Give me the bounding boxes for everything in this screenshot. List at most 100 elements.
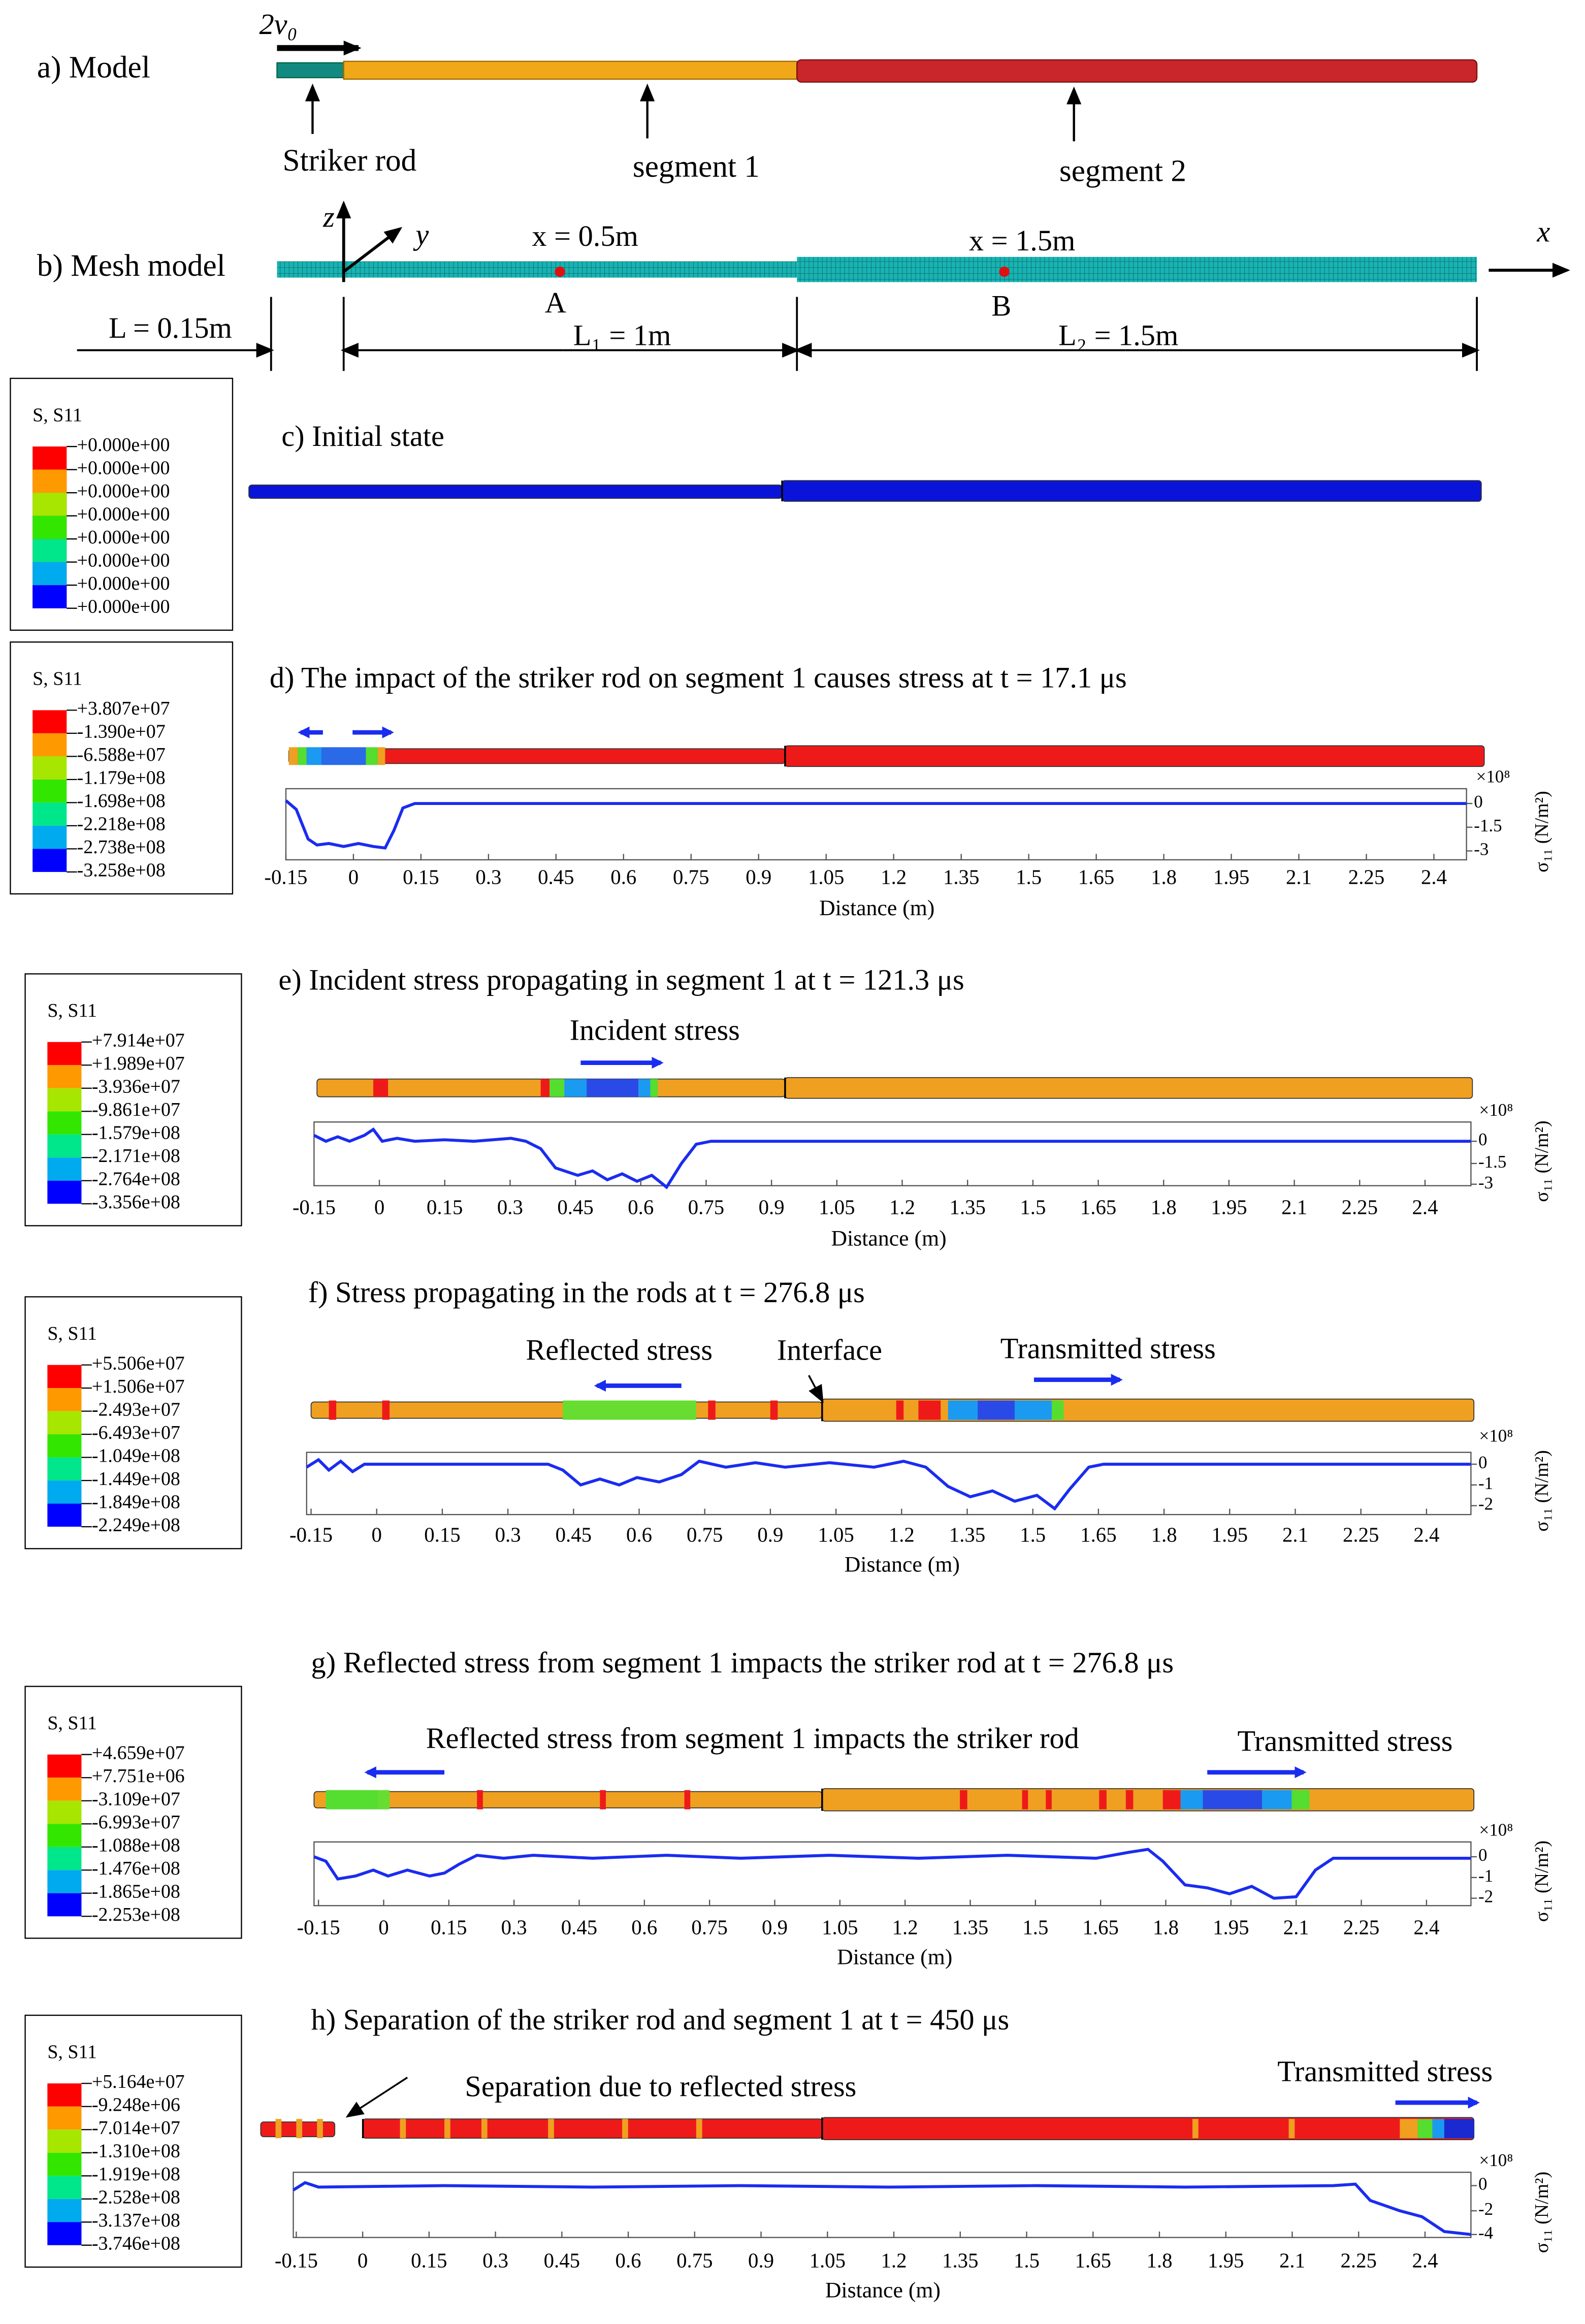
- legend-swatch: [33, 825, 67, 849]
- x-tick-label: -0.15: [297, 1916, 340, 1939]
- x-tick-label: 0.3: [482, 2249, 508, 2272]
- x-tick-label: 0.75: [673, 865, 709, 888]
- panel-title: f) Stress propagating in the rods at t =…: [308, 1276, 865, 1309]
- x-tick-label: 0.45: [557, 1196, 593, 1219]
- x-tick-label: 0: [374, 1196, 384, 1219]
- plot-frame: [285, 788, 1467, 861]
- legend-swatch: [47, 1157, 82, 1181]
- legend-value: +0.000e+00: [77, 457, 170, 478]
- y-tick-label: -2: [1478, 1494, 1493, 1514]
- legend-swatch: [47, 2129, 82, 2153]
- x-tick-label: 0.75: [691, 1916, 727, 1939]
- legend-swatch: [47, 1388, 82, 1411]
- panel-title: d) The impact of the striker rod on segm…: [270, 661, 1127, 694]
- legend-value: -2.253e+08: [92, 1904, 180, 1925]
- legend-value: -1.849e+08: [92, 1491, 180, 1512]
- x-tick-label: 1.05: [822, 1916, 858, 1939]
- legend-swatch: [33, 539, 67, 562]
- legend-value: -3.109e+07: [92, 1788, 180, 1810]
- stress-band: [275, 2119, 282, 2139]
- point-label: x = 1.5m: [969, 224, 1076, 257]
- x-tick-label: 0.75: [687, 1523, 723, 1546]
- legend-value: +0.000e+00: [77, 550, 170, 571]
- legend-swatch: [47, 1870, 82, 1893]
- stress-band: [1051, 1400, 1064, 1420]
- stress-band: [548, 2119, 554, 2139]
- rod: [248, 485, 783, 499]
- x-tick-label: 0.15: [411, 2249, 447, 2272]
- y-axis-label: σ₁₁ (N/m²): [1531, 1841, 1552, 1922]
- x-tick-label: -0.15: [264, 865, 307, 888]
- rod: [362, 2118, 823, 2139]
- x-tick-label: 0.45: [544, 2249, 580, 2272]
- x-tick-label: 0.9: [762, 1916, 788, 1939]
- legend-swatch: [47, 1434, 82, 1458]
- legend-value: -2.528e+08: [92, 2186, 180, 2208]
- y-tick-label: 0: [1478, 2174, 1487, 2194]
- legend-swatch: [47, 2176, 82, 2199]
- annotation: Transmitted stress: [1277, 2055, 1493, 2088]
- y-axis-label: σ₁₁ (N/m²): [1531, 1120, 1552, 1202]
- legend-swatch: [47, 1042, 82, 1066]
- pointer-arrow: [345, 2077, 408, 2118]
- stress-band: [960, 1790, 967, 1810]
- x-tick-label: 1.8: [1146, 2249, 1172, 2272]
- part-label: segment 2: [1059, 154, 1186, 188]
- rod: [785, 1077, 1473, 1099]
- stress-band: [622, 2119, 628, 2139]
- stress-band: [296, 2119, 303, 2139]
- x-tick-label: 1.2: [881, 2249, 907, 2272]
- x-tick-label: 2.25: [1343, 1523, 1379, 1546]
- legend-swatch: [33, 562, 67, 586]
- legend-value: -2.171e+08: [92, 1145, 180, 1167]
- x-tick-label: 2.4: [1413, 1916, 1439, 1939]
- legend-swatch: [47, 1893, 82, 1917]
- legend-value: -3.137e+08: [92, 2210, 180, 2231]
- x-tick-label: 0: [358, 2249, 368, 2272]
- plot-frame: [313, 1841, 1472, 1907]
- stress-band: [1417, 2119, 1433, 2139]
- legend-swatch: [33, 446, 67, 470]
- stress-curve: [313, 1848, 1471, 1900]
- legend-swatch: [47, 1457, 82, 1481]
- rod: [313, 1791, 823, 1809]
- legend-value: +7.751e+06: [92, 1765, 185, 1787]
- x-tick-label: 0: [372, 1523, 382, 1546]
- y-tick-label: -1: [1478, 1866, 1493, 1886]
- legend-swatch: [33, 515, 67, 539]
- x-tick-label: 2.1: [1282, 1523, 1308, 1546]
- legend-swatch: [47, 2222, 82, 2245]
- stress-band: [373, 1079, 389, 1097]
- legend-value: -1.390e+07: [77, 721, 166, 743]
- x-tick-label: 2.1: [1283, 1916, 1309, 1939]
- rod: [782, 480, 1482, 502]
- x-axis-label: Distance (m): [825, 2278, 941, 2303]
- legend-value: -1.698e+08: [77, 790, 166, 812]
- legend-swatch: [47, 1503, 82, 1527]
- x-tick-label: 0.75: [688, 1196, 724, 1219]
- part-label: Striker rod: [283, 143, 417, 178]
- legend-title: S, S11: [47, 1000, 97, 1021]
- panel-label: a) Model: [37, 50, 150, 84]
- x-tick-label: 2.25: [1342, 1196, 1378, 1219]
- legend-value: +0.000e+00: [77, 434, 170, 456]
- y-tick-label: -4: [1478, 2223, 1493, 2243]
- legend-value: -1.179e+08: [77, 767, 166, 789]
- legend-value: -9.248e+06: [92, 2094, 180, 2115]
- x-tick-label: 0.6: [610, 865, 636, 888]
- x-tick-label: 1.95: [1212, 1523, 1248, 1546]
- x-tick-label: 0: [348, 865, 359, 888]
- legend-value: -7.014e+07: [92, 2117, 180, 2139]
- stress-band: [1046, 1790, 1052, 1810]
- stress-band: [306, 747, 321, 765]
- x-tick-label: 1.8: [1151, 865, 1177, 888]
- x-tick-label: 1.5: [1020, 1523, 1046, 1546]
- legend-title: S, S11: [47, 2042, 97, 2063]
- stress-band: [696, 2119, 702, 2139]
- x-tick-label: 1.2: [889, 1523, 915, 1546]
- stress-curve: [313, 1127, 1471, 1189]
- x-tick-label: 1.35: [942, 2249, 978, 2272]
- legend-swatch: [47, 1847, 82, 1870]
- legend-value: +3.807e+07: [77, 698, 170, 719]
